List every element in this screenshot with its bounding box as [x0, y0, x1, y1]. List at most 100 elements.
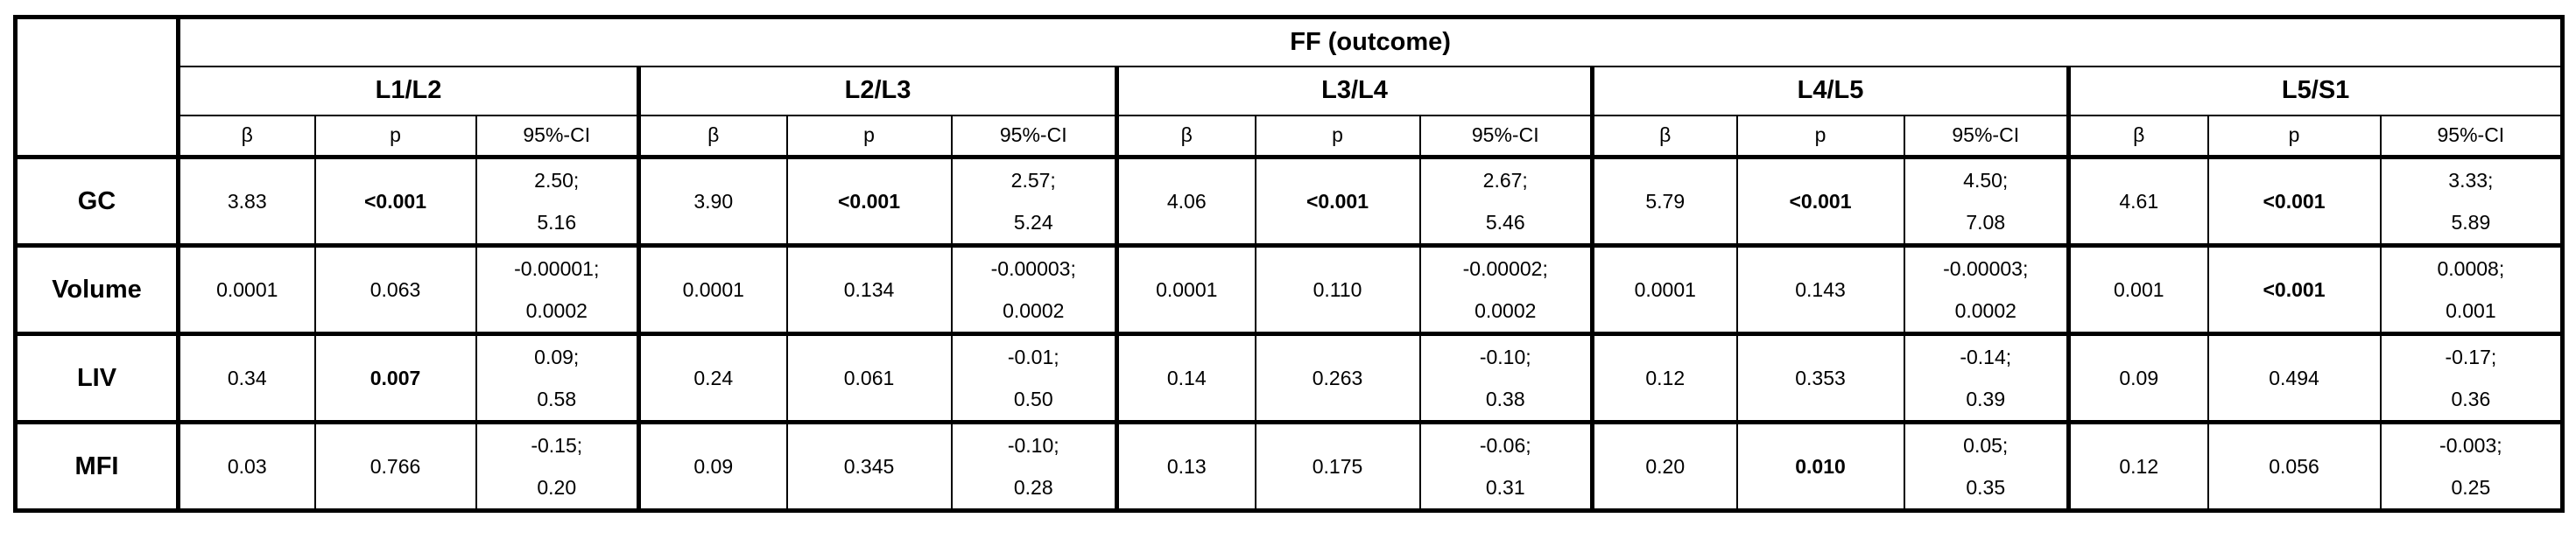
p-cell: 0.353	[1735, 332, 1905, 424]
ci-line: -0.00002;	[1462, 257, 1548, 280]
p-value: 0.007	[370, 366, 421, 389]
ci-cell: -0.17; 0.36	[2379, 332, 2565, 424]
beta-cell: 0.12	[1590, 332, 1738, 424]
p-value: 0.494	[2269, 366, 2319, 389]
p-cell: <0.001	[2206, 156, 2382, 248]
data-row: GC 3.83 <0.001 2.50; 5.16 3.90 <0.001 2.57; 5.24…	[13, 156, 2565, 248]
p-value: <0.001	[2263, 277, 2326, 301]
p-cell: <0.001	[313, 156, 477, 248]
beta-cell: 3.83	[176, 156, 316, 248]
ci-line: -0.10;	[1479, 346, 1531, 368]
segment-header: L1/L2	[176, 65, 641, 116]
ci-line: 0.0002	[1003, 299, 1065, 322]
p-value: 0.175	[1312, 454, 1363, 478]
ci-line: -0.01;	[1007, 346, 1059, 368]
beta-cell: 4.06	[1115, 156, 1256, 248]
ci-line: 0.35	[1966, 476, 2006, 499]
ci-line: -0.00001;	[514, 257, 600, 280]
subheader: 95%-CI	[475, 114, 641, 159]
ci-cell: 2.67; 5.46	[1418, 156, 1594, 248]
segment-row: L1/L2 L2/L3 L3/L4 L4/L5 L5/S1	[16, 65, 2565, 116]
p-value: 0.061	[843, 366, 895, 389]
table-body: FF (outcome) L1/L2 L2/L3 L3/L4 L4/L5 L5/S1 β p 9…	[13, 15, 2565, 513]
p-cell: 0.061	[785, 332, 953, 424]
beta-cell: 0.09	[2066, 332, 2209, 424]
subheader: p	[1735, 114, 1905, 159]
p-cell: 0.263	[1254, 332, 1421, 424]
p-value: <0.001	[2263, 189, 2326, 213]
beta-cell: 0.0001	[1115, 244, 1256, 336]
p-value: 0.010	[1795, 454, 1846, 478]
p-value: 0.110	[1313, 277, 1362, 301]
p-cell: <0.001	[2206, 244, 2382, 336]
beta-cell: 0.24	[637, 332, 788, 424]
subheader: p	[1254, 114, 1421, 159]
p-cell: 0.143	[1735, 244, 1905, 336]
ci-line: 0.50	[1013, 388, 1053, 410]
ci-line: 3.33;	[2448, 169, 2494, 192]
p-cell: 0.110	[1254, 244, 1421, 336]
ci-cell: 2.50; 5.16	[475, 156, 641, 248]
beta-cell: 0.14	[1115, 332, 1256, 424]
segment-header: L4/L5	[1590, 65, 2071, 116]
ci-line: 0.001	[2446, 299, 2496, 322]
ci-line: 0.09;	[534, 346, 580, 368]
p-cell: 0.766	[313, 421, 477, 513]
ci-line: 0.36	[2451, 388, 2491, 410]
subheader: β	[637, 114, 788, 159]
subheader: β	[176, 114, 316, 159]
ci-cell: -0.10; 0.28	[950, 421, 1119, 513]
p-value: 0.345	[843, 454, 895, 478]
beta-cell: 0.13	[1115, 421, 1256, 513]
ci-cell: -0.00002; 0.0002	[1418, 244, 1594, 336]
p-value: 0.056	[2269, 454, 2319, 478]
subheader-row: β p 95%-CI β p 95%-CI β p 95%-CI β p 95%-CI β p 95%-CI	[16, 114, 2565, 159]
ci-line: 0.39	[1966, 388, 2006, 410]
ci-cell: 3.33; 5.89	[2379, 156, 2565, 248]
beta-cell: 0.001	[2066, 244, 2209, 336]
row-label: MFI	[13, 421, 180, 513]
ci-line: 5.24	[1013, 211, 1053, 234]
ci-line: 0.0002	[1954, 299, 2016, 322]
p-value: <0.001	[1789, 189, 1852, 213]
subheader: 95%-CI	[1903, 114, 2071, 159]
p-cell: 0.010	[1735, 421, 1905, 513]
p-value: 0.063	[370, 277, 421, 301]
ci-line: 0.0002	[1475, 299, 1537, 322]
ci-cell: -0.003; 0.25	[2379, 421, 2565, 513]
beta-cell: 0.12	[2066, 421, 2209, 513]
ci-line: -0.003;	[2439, 434, 2502, 457]
ci-cell: -0.14; 0.39	[1903, 332, 2071, 424]
p-cell: <0.001	[1254, 156, 1421, 248]
segment-header: L2/L3	[637, 65, 1119, 116]
outcome-header: FF (outcome)	[177, 15, 2565, 67]
p-value: 0.134	[843, 277, 895, 301]
ci-line: -0.10;	[1007, 434, 1059, 457]
segment-header: L5/S1	[2066, 65, 2565, 116]
data-row: MFI 0.03 0.766 -0.15; 0.20 0.09 0.345 -0.10; 0.2…	[13, 421, 2565, 513]
subheader: β	[1115, 114, 1256, 159]
ci-line: 0.58	[537, 388, 577, 410]
corner-cell	[13, 15, 180, 159]
row-label: GC	[13, 156, 180, 248]
data-row: Volume 0.0001 0.063 -0.00001; 0.0002 0.0001 0.…	[13, 244, 2565, 336]
ci-cell: 0.05; 0.35	[1903, 421, 2071, 513]
subheader: 95%-CI	[1418, 114, 1594, 159]
p-cell: 0.345	[785, 421, 953, 513]
p-value: 0.353	[1795, 366, 1846, 389]
ci-line: -0.15;	[531, 434, 583, 457]
p-cell: 0.175	[1254, 421, 1421, 513]
subheader: p	[785, 114, 953, 159]
beta-cell: 0.0001	[637, 244, 788, 336]
p-cell: 0.063	[313, 244, 477, 336]
ci-cell: -0.01; 0.50	[950, 332, 1119, 424]
ci-line: 0.25	[2451, 476, 2491, 499]
beta-cell: 0.34	[176, 332, 316, 424]
beta-cell: 0.0001	[176, 244, 316, 336]
subheader: 95%-CI	[950, 114, 1119, 159]
ci-line: -0.14;	[1960, 346, 2012, 368]
p-cell: <0.001	[785, 156, 953, 248]
subheader: p	[313, 114, 477, 159]
results-table: FF (outcome) L1/L2 L2/L3 L3/L4 L4/L5 L5/S1 β p 9…	[13, 15, 2565, 513]
